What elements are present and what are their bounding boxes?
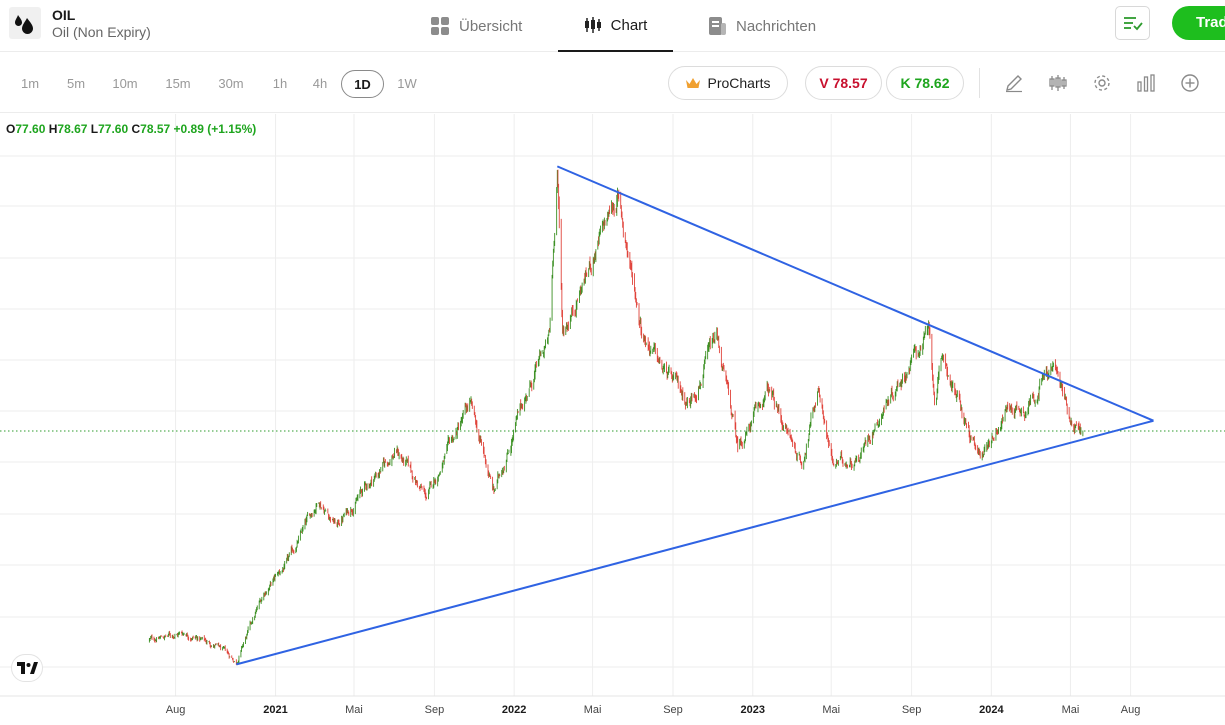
candles <box>148 169 1084 666</box>
indicators-button[interactable] <box>1134 71 1158 95</box>
grid-icon <box>431 17 449 35</box>
settings-button[interactable] <box>1090 71 1114 95</box>
open-label: O <box>6 122 16 136</box>
tradingview-logo[interactable] <box>11 654 43 682</box>
close-value: 78.57 <box>140 122 171 136</box>
watchlist-button[interactable] <box>1115 6 1150 40</box>
trendline[interactable] <box>556 165 1154 422</box>
crown-icon <box>686 78 701 88</box>
low-value: 77.60 <box>98 122 129 136</box>
tab-news-label: Nachrichten <box>736 17 817 35</box>
horizontal-gridlines <box>0 155 1225 668</box>
timeframe-15m[interactable]: 15m <box>165 76 191 91</box>
high-label: H <box>48 122 58 136</box>
vertical-gridlines <box>175 114 1132 696</box>
watchlist-icon <box>1123 17 1143 31</box>
tab-overview-label: Übersicht <box>459 17 523 35</box>
bar-chart-icon <box>1137 74 1155 92</box>
candles-icon <box>1049 75 1067 91</box>
instrument-symbol: OIL <box>52 7 76 23</box>
candlestick-icon <box>584 17 601 33</box>
timeframe-1h[interactable]: 1h <box>272 76 288 91</box>
draw-tool-button[interactable] <box>1002 71 1026 95</box>
x-tick-label: 2024 <box>979 704 1004 716</box>
time-axis-labels: Aug 2021 Mai Sep 2022 Mai Sep 2023 Mai Sep 2024 Mai… <box>166 704 1141 716</box>
timeframe-30m[interactable]: 30m <box>218 76 244 91</box>
app-header: OIL Oil (Non Expiry) Übersicht Chart Nac… <box>0 0 1225 52</box>
open-value: 77.60 <box>15 122 46 136</box>
chart-toolbar: 1m 5m 10m 15m 30m 1h 4h 1D 1W ProCharts … <box>0 53 1225 113</box>
gear-icon <box>1094 75 1110 91</box>
change-value: +0.89 (+1.15%) <box>173 122 257 136</box>
timeframe-1m[interactable]: 1m <box>20 76 40 91</box>
x-tick-label: 2021 <box>263 704 287 716</box>
toolbar-divider <box>979 68 980 98</box>
tab-chart[interactable]: Chart <box>558 0 673 52</box>
tab-overview[interactable]: Übersicht <box>430 0 522 52</box>
procharts-label: ProCharts <box>707 75 771 91</box>
x-tick-label: Mai <box>345 704 363 716</box>
trendlines <box>236 165 1154 666</box>
instrument-name: Oil (Non Expiry) <box>52 24 151 40</box>
tab-chart-label: Chart <box>610 16 648 34</box>
x-tick-label: Aug <box>166 704 186 716</box>
buy-price-button[interactable]: K 78.62 <box>886 66 964 100</box>
trendline[interactable] <box>236 419 1154 666</box>
high-value: 78.67 <box>57 122 88 136</box>
ohlc-readout: O77.60 H78.67 L77.60 C78.57 +0.89 (+1.15… <box>6 122 256 136</box>
x-tick-label: 2023 <box>741 704 765 716</box>
low-label: L <box>90 122 99 136</box>
sell-price-button[interactable]: V 78.57 <box>805 66 882 100</box>
timeframe-10m[interactable]: 10m <box>112 76 138 91</box>
tab-news[interactable]: Nachrichten <box>707 0 816 52</box>
tv-logo-icon <box>17 662 38 674</box>
oil-drop-logo <box>9 7 41 39</box>
plus-circle-icon <box>1181 74 1199 92</box>
x-tick-label: Aug <box>1121 704 1141 716</box>
x-tick-label: 2022 <box>502 704 526 716</box>
close-label: C <box>131 122 141 136</box>
procharts-button[interactable]: ProCharts <box>668 66 788 100</box>
x-tick-label: Mai <box>584 704 602 716</box>
x-tick-label: Sep <box>902 704 922 716</box>
x-tick-label: Mai <box>822 704 840 716</box>
chart-type-button[interactable] <box>1046 71 1070 95</box>
x-tick-label: Sep <box>425 704 445 716</box>
timeframe-4h[interactable]: 4h <box>312 76 328 91</box>
timeframe-1w[interactable]: 1W <box>397 76 417 91</box>
timeframe-1d[interactable]: 1D <box>341 70 384 98</box>
x-tick-label: Mai <box>1062 704 1080 716</box>
timeframe-5m[interactable]: 5m <box>66 76 86 91</box>
trade-button[interactable]: Trad <box>1172 6 1225 40</box>
add-button[interactable] <box>1178 71 1202 95</box>
pencil-icon <box>1006 75 1022 93</box>
x-tick-label: Sep <box>663 704 683 716</box>
newspaper-icon <box>709 17 726 35</box>
